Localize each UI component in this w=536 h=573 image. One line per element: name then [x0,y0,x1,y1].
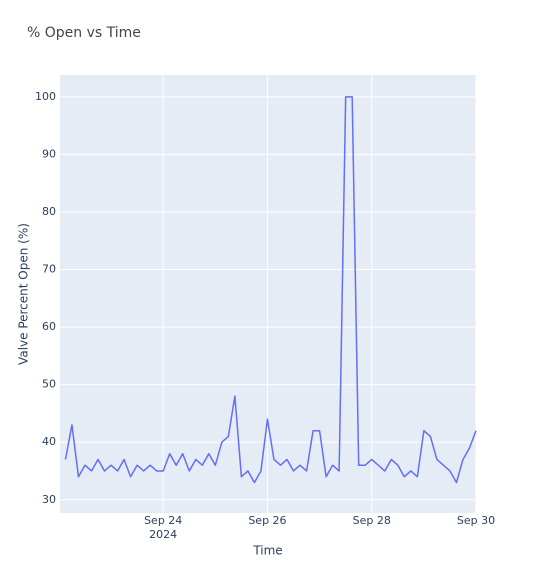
x-tick-label: Sep 26 [248,514,286,527]
x-tick-label: Sep 30 [457,514,495,527]
chart-title: % Open vs Time [27,25,141,41]
plot-area [60,75,476,513]
data-line [64,96,477,484]
y-axis-title: Valve Percent Open (%) [17,223,31,365]
y-tick-label: 50 [42,378,56,391]
y-tick-label: 40 [42,435,56,448]
y-tick-label: 80 [42,205,56,218]
y-tick-label: 30 [42,493,56,506]
y-tick-label: 100 [35,90,56,103]
y-tick-label: 90 [42,147,56,160]
y-tick-label: 70 [42,263,56,276]
x-tick-label: Sep 24 2024 [144,514,182,541]
y-tick-label: 60 [42,320,56,333]
x-axis-title: Time [252,544,282,558]
x-tick-label: Sep 28 [353,514,391,527]
